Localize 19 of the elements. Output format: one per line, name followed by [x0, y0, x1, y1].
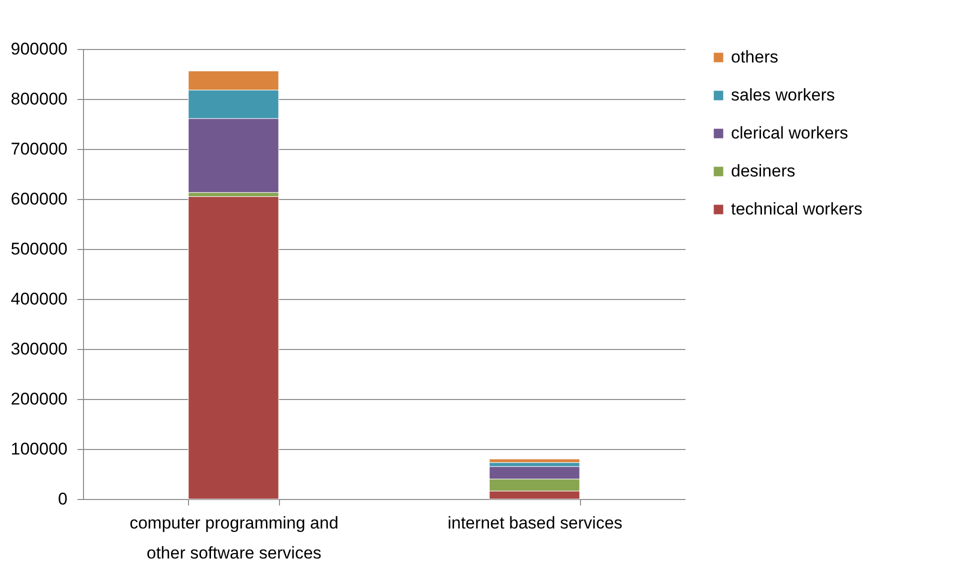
y-tick-label: 600000 — [10, 190, 68, 208]
legend-label: desiners — [731, 162, 796, 180]
y-tick-label: 700000 — [10, 140, 68, 158]
legend-label: sales workers — [731, 86, 835, 104]
legend-label: technical workers — [731, 200, 862, 218]
y-tick-label: 300000 — [10, 340, 68, 358]
legend-label: others — [731, 48, 778, 66]
y-tick-label: 100000 — [10, 440, 68, 458]
y-tick-label: 200000 — [10, 390, 68, 408]
y-tick-label: 500000 — [10, 240, 68, 258]
y-tick-label: 800000 — [10, 90, 68, 108]
bar — [489, 458, 580, 463]
x-tick-label: internet based services — [448, 514, 622, 532]
y-tick-label: 400000 — [10, 290, 68, 308]
y-tick-label: 900000 — [10, 40, 68, 58]
y-tick-label: 0 — [58, 490, 68, 508]
legend-label: clerical workers — [731, 124, 848, 142]
bar — [188, 196, 279, 500]
x-tick-label: computer programming and other software services — [130, 514, 338, 562]
